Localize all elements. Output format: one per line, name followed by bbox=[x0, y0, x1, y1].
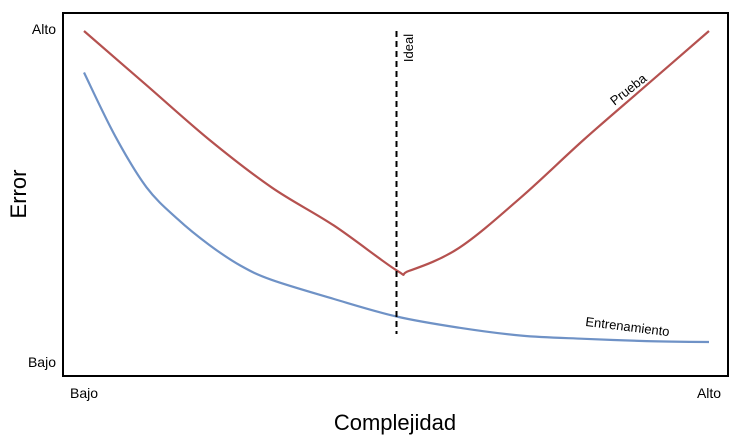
plot-frame bbox=[62, 12, 729, 377]
series-line-entrenamiento bbox=[83, 72, 710, 344]
y-tick-label-bottom: Bajo bbox=[28, 354, 56, 370]
y-tick-label-top: Alto bbox=[32, 21, 56, 37]
y-axis-title: Error bbox=[6, 170, 31, 219]
series-line-prueba bbox=[83, 30, 710, 276]
x-tick-label-right: Alto bbox=[697, 385, 721, 401]
x-tick-label-left: Bajo bbox=[70, 385, 98, 401]
series-label-entrenamiento: Entrenamiento bbox=[585, 314, 671, 339]
chart-marks bbox=[83, 30, 710, 344]
vline-label-ideal: Ideal bbox=[401, 34, 416, 62]
x-axis-title: Complejidad bbox=[334, 410, 456, 435]
